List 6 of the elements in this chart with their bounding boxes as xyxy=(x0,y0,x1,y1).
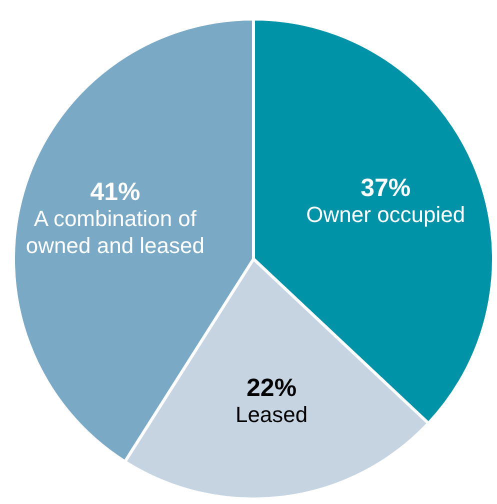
data-label: 37% xyxy=(360,173,411,202)
data-label: 41% xyxy=(90,177,140,206)
slice-label: Leased xyxy=(235,402,308,427)
slice-label: Owner occupied xyxy=(306,202,466,227)
data-label: 22% xyxy=(246,373,297,402)
slice-label: A combination of owned and leased xyxy=(26,206,205,258)
